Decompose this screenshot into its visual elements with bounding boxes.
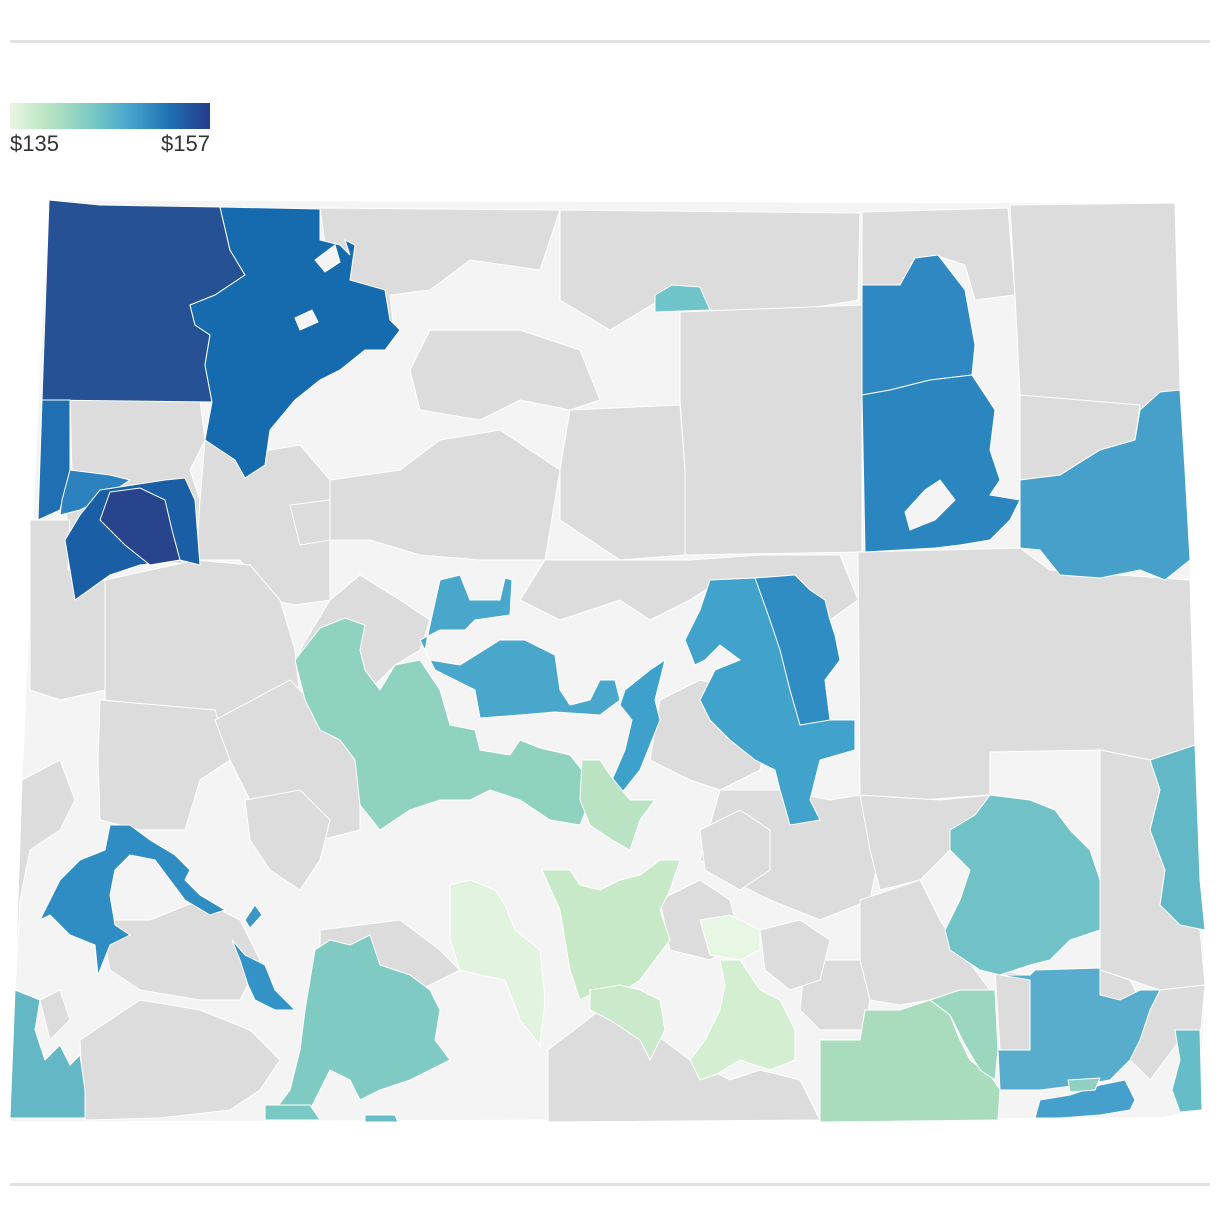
region-value: [819, 999, 1001, 1123]
bottom-divider: [10, 1183, 1210, 1186]
region-gray: [1009, 202, 1181, 411]
region-value: [689, 959, 796, 1081]
region-value: [944, 794, 1101, 976]
region-value: [541, 859, 681, 1001]
region-value: [589, 984, 666, 1062]
top-divider: [10, 40, 1210, 43]
region-value: [449, 879, 546, 1047]
region-value: [264, 1104, 321, 1121]
region-gray: [39, 989, 71, 1041]
legend-max-label: $157: [161, 131, 210, 156]
region-value: [699, 914, 761, 961]
region-white-hole: [294, 309, 319, 331]
legend-gradient-bar: [10, 103, 210, 129]
region-value: [9, 989, 86, 1119]
region-gray: [14, 759, 76, 991]
region-gray: [699, 809, 771, 891]
region-value: [654, 284, 711, 313]
region-value: [1171, 1029, 1203, 1113]
region-gray: [559, 404, 686, 561]
region-gray: [244, 789, 331, 891]
region-value: [579, 759, 656, 851]
region-white-hole: [314, 244, 341, 273]
region-value: [189, 206, 401, 479]
region-gray: [759, 919, 831, 991]
region-value: [1067, 1077, 1101, 1093]
region-value: [861, 374, 1021, 553]
region-value: [99, 487, 181, 566]
region-value: [928, 989, 999, 1081]
region-value: [611, 658, 666, 796]
data-regions: [9, 199, 1206, 1123]
region-gray: [679, 304, 863, 556]
region-gray: [289, 499, 331, 546]
region-value: [1149, 744, 1206, 931]
region-value: [419, 574, 621, 719]
region-white-hole: [904, 479, 956, 531]
region-value: [364, 1114, 399, 1123]
region-gray: [409, 329, 601, 421]
region-value: [38, 824, 227, 976]
region-value: [1019, 389, 1191, 581]
region-value: [231, 939, 297, 1011]
legend-min-label: $135: [10, 131, 59, 156]
region-value: [754, 574, 841, 726]
color-legend: $135 $157: [10, 103, 210, 159]
region-gray: [994, 969, 1031, 1051]
region-value: [244, 904, 263, 929]
region-value: [274, 934, 451, 1111]
